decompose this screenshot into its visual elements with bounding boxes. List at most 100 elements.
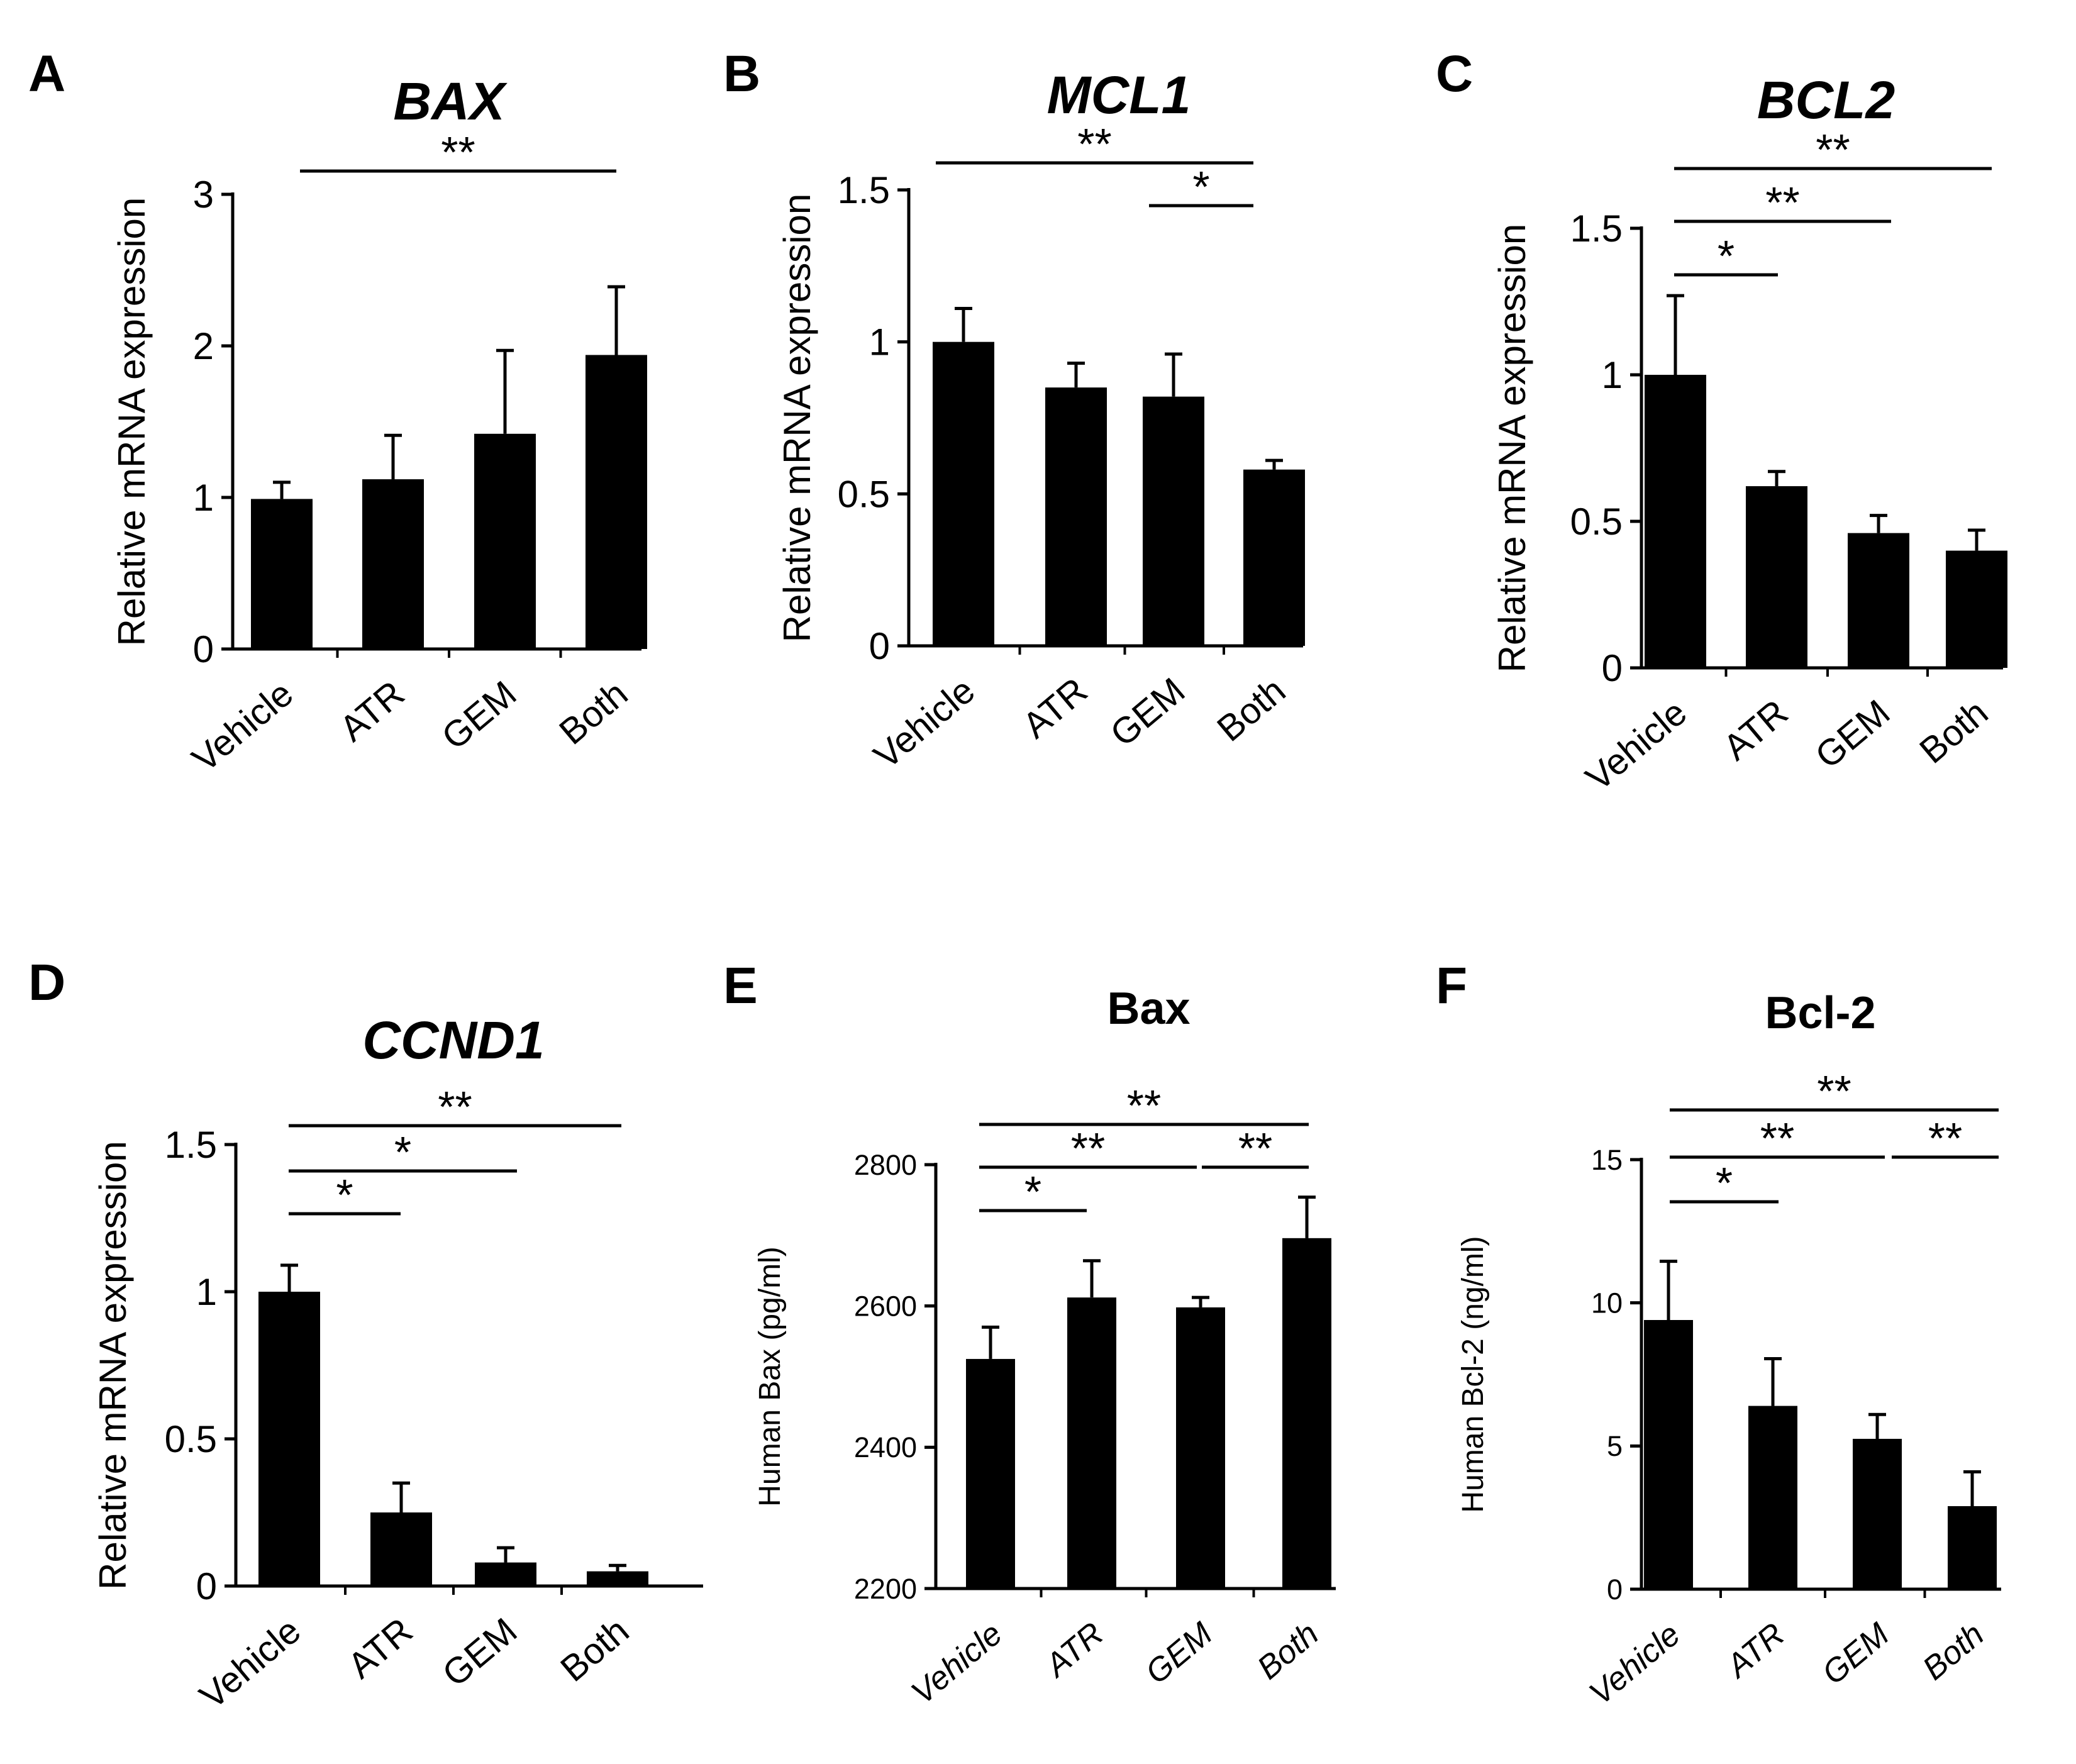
- y-tick-label: 0.5: [1570, 501, 1623, 543]
- category-label: ATR: [340, 1610, 420, 1687]
- bar-gem: [475, 1562, 536, 1586]
- category-label: GEM: [1816, 1616, 1897, 1692]
- y-tick-label: 1.5: [838, 169, 890, 211]
- significance-label: *: [1716, 1158, 1733, 1207]
- chart-title: CCND1: [362, 1011, 544, 1070]
- category-label: Both: [552, 673, 635, 752]
- y-tick-label: 2800: [854, 1149, 917, 1181]
- significance-label: *: [394, 1128, 411, 1177]
- category-label: GEM: [1807, 692, 1897, 777]
- y-tick-label: 5: [1607, 1430, 1623, 1462]
- significance-label: **: [1760, 1114, 1794, 1163]
- bar-atr: [1748, 1406, 1797, 1589]
- significance-label: **: [1817, 1067, 1851, 1116]
- bar-gem: [1853, 1438, 1902, 1589]
- category-label: Both: [1250, 1616, 1325, 1687]
- significance-label: **: [1127, 1081, 1161, 1130]
- category-label: GEM: [435, 1610, 525, 1695]
- significance-label: **: [1816, 125, 1850, 174]
- bar-gem: [1143, 396, 1204, 646]
- bar-atr: [1067, 1297, 1116, 1589]
- significance-label: **: [1238, 1124, 1272, 1173]
- y-tick-label: 0.5: [838, 473, 890, 515]
- significance-label: *: [1192, 162, 1209, 211]
- y-tick-label: 0: [1602, 647, 1623, 689]
- bar-vehicle: [258, 1292, 320, 1586]
- category-label: Both: [1916, 1616, 1990, 1687]
- category-label: Vehicle: [866, 670, 982, 777]
- panel-letter: C: [1436, 45, 1473, 103]
- bar-vehicle: [251, 499, 313, 649]
- category-label: ATR: [1718, 1616, 1791, 1686]
- category-label: ATR: [1037, 1616, 1110, 1685]
- chart-title: MCL1: [1047, 65, 1191, 125]
- y-tick-label: 2600: [854, 1290, 917, 1322]
- panel-letter: D: [28, 954, 65, 1011]
- y-tick-label: 0: [1607, 1573, 1623, 1606]
- panel-letter: F: [1436, 957, 1467, 1014]
- bar-both: [1282, 1238, 1331, 1589]
- category-label: ATR: [1716, 692, 1796, 768]
- bar-atr: [1746, 486, 1807, 668]
- significance-label: **: [1765, 178, 1799, 227]
- significance-label: *: [1718, 231, 1735, 280]
- y-tick-label: 0: [196, 1565, 217, 1607]
- bar-gem: [474, 433, 536, 649]
- y-tick-label: 1: [196, 1271, 217, 1313]
- chart-title: BAX: [393, 72, 508, 131]
- panel-a: A BAX Relative mRNA expression 0 1 2 3 Vehicle A…: [28, 45, 647, 780]
- category-label: GEM: [434, 673, 524, 758]
- bar-vehicle: [1644, 1319, 1693, 1589]
- y-tick-label: 0: [869, 625, 890, 667]
- y-axis-label: Relative mRNA expression: [776, 194, 818, 643]
- category-label: Both: [553, 1610, 636, 1689]
- chart-title: Bax: [1107, 984, 1190, 1034]
- category-label: Vehicle: [904, 1616, 1009, 1712]
- panel-letter: B: [723, 45, 760, 103]
- bar-both: [1946, 550, 2007, 668]
- panel-e: E Bax Human Bax (pg/ml) 2200 2400 2600 2800 Veh…: [723, 957, 1336, 1712]
- y-tick-label: 2: [193, 325, 214, 367]
- y-tick-label: 10: [1591, 1287, 1623, 1319]
- bar-both: [587, 1571, 648, 1586]
- significance-label: **: [1077, 119, 1111, 169]
- panel-letter: E: [723, 957, 758, 1014]
- significance-label: **: [1071, 1124, 1105, 1173]
- category-label: Vehicle: [184, 673, 301, 780]
- bar-atr: [362, 479, 424, 649]
- category-label: ATR: [1015, 670, 1095, 746]
- panel-f: F Bcl-2 Human Bcl-2 (ng/ml) 0 5 10 15 Vehicle AT…: [1436, 957, 2001, 1712]
- significance-label: **: [1928, 1114, 1962, 1163]
- bar-vehicle: [966, 1358, 1015, 1589]
- bar-both: [1243, 469, 1305, 646]
- chart-title: BCL2: [1757, 70, 1895, 130]
- bar-gem: [1176, 1307, 1225, 1589]
- y-tick-label: 1: [869, 321, 890, 363]
- y-axis-label: Human Bax (pg/ml): [753, 1246, 787, 1506]
- bar-both: [1948, 1506, 1997, 1589]
- category-label: ATR: [332, 673, 412, 750]
- category-label: Vehicle: [1582, 1616, 1687, 1712]
- y-tick-label: 1: [193, 477, 214, 519]
- significance-label: *: [336, 1170, 353, 1219]
- bar-atr: [1045, 387, 1107, 646]
- y-tick-label: 0.5: [165, 1418, 217, 1460]
- bar-gem: [1848, 533, 1909, 668]
- bar-both: [586, 355, 647, 649]
- y-axis-label: Human Bcl-2 (ng/ml): [1457, 1236, 1490, 1512]
- y-axis-label: Relative mRNA expression: [1491, 224, 1533, 673]
- category-label: Both: [1209, 670, 1293, 749]
- category-label: GEM: [1102, 670, 1192, 755]
- y-tick-label: 2200: [854, 1573, 917, 1605]
- panel-c: C BCL2 Relative mRNA expression 0 0.5 1 1.5 Veh…: [1436, 45, 2007, 799]
- y-axis-label: Relative mRNA expression: [92, 1141, 134, 1590]
- panel-d: D CCND1 Relative mRNA expression 0 0.5 1 1.5 Ve…: [28, 954, 703, 1717]
- y-tick-label: 2400: [854, 1431, 917, 1463]
- category-label: Both: [1912, 692, 1996, 771]
- bar-vehicle: [933, 341, 994, 646]
- y-tick-label: 15: [1591, 1144, 1623, 1176]
- y-tick-label: 1.5: [165, 1124, 217, 1166]
- y-tick-label: 1.5: [1570, 208, 1623, 250]
- chart-title: Bcl-2: [1765, 988, 1875, 1038]
